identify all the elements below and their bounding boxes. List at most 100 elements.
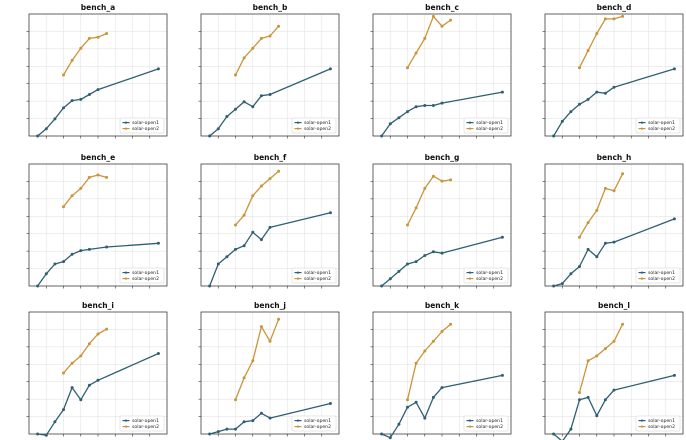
legend-label: solar-open2 [648, 126, 675, 132]
data-point-solar-open1 [423, 416, 427, 420]
data-point-solar-open1 [53, 117, 57, 121]
series-line-solar-open2 [578, 15, 623, 68]
data-point-solar-open2 [423, 349, 427, 353]
series-line-solar-open2 [406, 323, 452, 400]
legend [119, 415, 165, 432]
legend-label: solar-open1 [476, 270, 503, 276]
legend-label: solar-open1 [476, 418, 503, 424]
legend-label: solar-open1 [648, 120, 675, 126]
data-point-solar-open2 [578, 66, 581, 70]
data-point-solar-open2 [431, 339, 435, 343]
data-point-solar-open1 [388, 277, 392, 281]
data-point-solar-open1 [259, 238, 263, 242]
data-point-solar-open1 [251, 419, 255, 423]
data-point-solar-open2 [414, 206, 418, 210]
data-point-solar-open1 [603, 241, 607, 245]
data-point-solar-open2 [105, 175, 109, 179]
data-point-solar-open1 [440, 386, 444, 390]
data-point-solar-open1 [70, 252, 74, 256]
data-point-solar-open1 [603, 91, 607, 95]
data-point-solar-open2 [70, 194, 74, 198]
legend-label: solar-open2 [132, 276, 159, 282]
series-line-solar-open2 [62, 174, 107, 208]
data-point-solar-open1 [251, 105, 255, 109]
legend-marker-solar-open2 [124, 277, 128, 280]
data-point-solar-open2 [96, 173, 100, 177]
data-point-solar-open2 [259, 184, 263, 188]
data-point-solar-open1 [578, 265, 581, 268]
legend-marker-solar-open2 [296, 277, 300, 280]
data-point-solar-open1 [500, 373, 504, 377]
data-point-solar-open1 [612, 240, 616, 244]
data-point-solar-open1 [62, 260, 65, 264]
data-point-solar-open2 [251, 194, 255, 198]
data-point-solar-open1 [36, 134, 40, 138]
data-point-solar-open2 [612, 189, 616, 193]
data-point-solar-open2 [423, 186, 427, 190]
data-point-solar-open1 [397, 422, 401, 426]
data-point-solar-open1 [234, 427, 237, 431]
data-point-solar-open1 [87, 247, 91, 251]
legend-marker-solar-open2 [640, 277, 644, 280]
data-point-solar-open1 [105, 245, 109, 249]
data-point-solar-open2 [440, 24, 444, 28]
data-point-solar-open1 [586, 395, 590, 399]
data-point-solar-open2 [612, 17, 616, 21]
data-point-solar-open1 [79, 398, 83, 402]
data-point-solar-open1 [552, 134, 556, 138]
chart-title: bench_a [81, 3, 115, 12]
legend-marker-solar-open2 [640, 127, 644, 130]
data-point-solar-open2 [62, 205, 65, 209]
data-point-solar-open1 [156, 352, 160, 355]
data-point-solar-open2 [268, 34, 272, 38]
data-point-solar-open2 [105, 327, 109, 331]
data-point-solar-open2 [449, 322, 453, 326]
legend-marker-solar-open2 [468, 425, 472, 428]
legend-marker-solar-open1 [640, 121, 644, 124]
data-point-solar-open1 [672, 67, 676, 71]
data-point-solar-open1 [62, 408, 65, 412]
data-point-solar-open2 [242, 376, 246, 380]
data-point-solar-open2 [251, 46, 255, 50]
data-point-solar-open1 [431, 250, 435, 254]
data-point-solar-open1 [431, 104, 435, 107]
series-line-solar-open2 [234, 319, 280, 401]
legend [291, 415, 337, 432]
data-point-solar-open2 [79, 46, 83, 50]
data-point-solar-open1 [672, 373, 676, 377]
data-point-solar-open2 [105, 32, 109, 35]
data-point-solar-open1 [440, 251, 444, 255]
series-line-solar-open2 [234, 25, 280, 76]
data-point-solar-open1 [388, 122, 392, 126]
data-point-solar-open2 [268, 177, 272, 181]
data-point-solar-open1 [552, 284, 556, 288]
data-point-solar-open2 [406, 398, 409, 402]
legend-marker-solar-open1 [296, 121, 300, 124]
chart-title: bench_k [425, 301, 460, 310]
data-point-solar-open2 [595, 354, 599, 358]
data-point-solar-open1 [268, 225, 272, 229]
legend-marker-solar-open1 [124, 419, 128, 422]
data-point-solar-open2 [277, 317, 281, 321]
data-point-solar-open1 [96, 88, 100, 92]
chart-title: bench_h [597, 153, 632, 162]
data-point-solar-open1 [586, 97, 590, 101]
data-point-solar-open1 [156, 67, 160, 71]
data-point-solar-open1 [500, 235, 504, 239]
legend-marker-solar-open1 [296, 419, 300, 422]
data-point-solar-open1 [603, 398, 607, 402]
legend [119, 267, 165, 284]
data-point-solar-open1 [423, 104, 427, 107]
data-point-solar-open2 [234, 223, 237, 227]
chart-title: bench_j [254, 301, 286, 310]
legend-label: solar-open2 [304, 424, 331, 430]
data-point-solar-open2 [251, 359, 255, 363]
chart-title: bench_f [254, 153, 287, 162]
legend-label: solar-open2 [476, 276, 503, 282]
data-point-solar-open1 [268, 416, 272, 420]
data-point-solar-open1 [70, 386, 74, 390]
